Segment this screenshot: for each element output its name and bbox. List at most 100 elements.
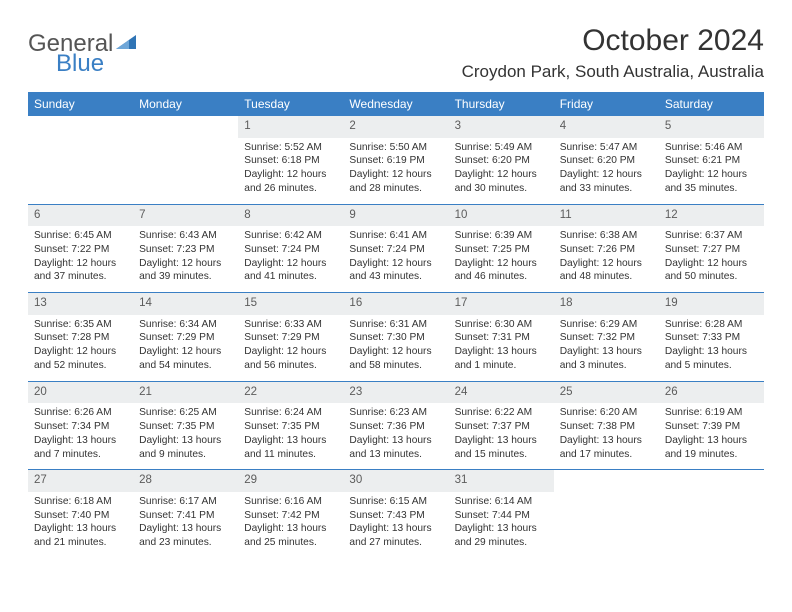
day-number: 18	[554, 293, 659, 315]
daylight-text: Daylight: 13 hours and 11 minutes.	[244, 434, 337, 462]
sunset-text: Sunset: 7:31 PM	[455, 331, 548, 345]
calendar-day-cell: 24Sunrise: 6:22 AMSunset: 7:37 PMDayligh…	[449, 381, 554, 470]
day-number: 25	[554, 382, 659, 404]
daylight-text: Daylight: 13 hours and 27 minutes.	[349, 522, 442, 550]
calendar-day-cell: 5 Sunrise: 5:46 AMSunset: 6:21 PMDaylight…	[659, 116, 764, 204]
daylight-text: Daylight: 12 hours and 46 minutes.	[455, 257, 548, 285]
sunrise-text: Sunrise: 6:35 AM	[34, 318, 127, 332]
day-number: 19	[659, 293, 764, 315]
sunrise-text: Sunrise: 5:47 AM	[560, 141, 653, 155]
sunrise-text: Sunrise: 6:33 AM	[244, 318, 337, 332]
calendar-day-cell: ..	[28, 116, 133, 204]
sunset-text: Sunset: 6:18 PM	[244, 154, 337, 168]
calendar-week-row: 13 Sunrise: 6:35 AMSunset: 7:28 PMDayligh…	[28, 293, 764, 382]
page-header: General October 2024 Croydon Park, South…	[28, 24, 764, 82]
calendar-day-cell: 9Sunrise: 6:41 AMSunset: 7:24 PMDaylight…	[343, 204, 448, 293]
sunset-text: Sunset: 7:22 PM	[34, 243, 127, 257]
daylight-text: Daylight: 12 hours and 41 minutes.	[244, 257, 337, 285]
day-number: 12	[659, 205, 764, 227]
daylight-text: Daylight: 12 hours and 39 minutes.	[139, 257, 232, 285]
daylight-text: Daylight: 13 hours and 3 minutes.	[560, 345, 653, 373]
daylight-text: Daylight: 13 hours and 15 minutes.	[455, 434, 548, 462]
day-body: Sunrise: 6:14 AMSunset: 7:44 PMDaylight:…	[449, 495, 554, 552]
day-body: Sunrise: 6:15 AMSunset: 7:43 PMDaylight:…	[343, 495, 448, 552]
day-body: Sunrise: 5:49 AMSunset: 6:20 PMDaylight:…	[449, 141, 554, 198]
location-subtitle: Croydon Park, South Australia, Australia	[462, 62, 764, 82]
sunrise-text: Sunrise: 6:29 AM	[560, 318, 653, 332]
calendar-day-cell: 13 Sunrise: 6:35 AMSunset: 7:28 PMDayligh…	[28, 293, 133, 382]
day-number: 5	[659, 116, 764, 138]
day-body: Sunrise: 6:26 AMSunset: 7:34 PMDaylight:…	[28, 406, 133, 463]
sunrise-text: Sunrise: 6:34 AM	[139, 318, 232, 332]
day-body: Sunrise: 6:18 AMSunset: 7:40 PMDaylight:…	[28, 495, 133, 552]
day-body: Sunrise: 6:23 AMSunset: 7:36 PMDaylight:…	[343, 406, 448, 463]
calendar-day-cell: 2 Sunrise: 5:50 AMSunset: 6:19 PMDaylight…	[343, 116, 448, 204]
weekday-header: Wednesday	[343, 92, 448, 116]
day-body: Sunrise: 6:17 AMSunset: 7:41 PMDaylight:…	[133, 495, 238, 552]
daylight-text: Daylight: 12 hours and 50 minutes.	[665, 257, 758, 285]
day-number: 7	[133, 205, 238, 227]
day-body: Sunrise: 6:16 AMSunset: 7:42 PMDaylight:…	[238, 495, 343, 552]
day-number: 30	[343, 470, 448, 492]
day-body: Sunrise: 6:19 AMSunset: 7:39 PMDaylight:…	[659, 406, 764, 463]
calendar-day-cell: 30 Sunrise: 6:15 AMSunset: 7:43 PMDayligh…	[343, 470, 448, 558]
sunrise-text: Sunrise: 6:25 AM	[139, 406, 232, 420]
daylight-text: Daylight: 13 hours and 29 minutes.	[455, 522, 548, 550]
day-body: Sunrise: 6:22 AMSunset: 7:37 PMDaylight:…	[449, 406, 554, 463]
daylight-text: Daylight: 13 hours and 21 minutes.	[34, 522, 127, 550]
day-number: 9	[343, 205, 448, 227]
day-number: 2	[343, 116, 448, 138]
day-body: Sunrise: 6:28 AMSunset: 7:33 PMDaylight:…	[659, 318, 764, 375]
daylight-text: Daylight: 13 hours and 19 minutes.	[665, 434, 758, 462]
day-number: 14	[133, 293, 238, 315]
sunset-text: Sunset: 7:35 PM	[139, 420, 232, 434]
day-body: Sunrise: 6:33 AMSunset: 7:29 PMDaylight:…	[238, 318, 343, 375]
calendar-day-cell: ..	[659, 470, 764, 558]
day-number: 11	[554, 205, 659, 227]
sunset-text: Sunset: 7:30 PM	[349, 331, 442, 345]
daylight-text: Daylight: 12 hours and 54 minutes.	[139, 345, 232, 373]
daylight-text: Daylight: 13 hours and 9 minutes.	[139, 434, 232, 462]
sunrise-text: Sunrise: 5:49 AM	[455, 141, 548, 155]
day-number: 13	[28, 293, 133, 315]
sunset-text: Sunset: 7:29 PM	[139, 331, 232, 345]
calendar-day-cell: 21Sunrise: 6:25 AMSunset: 7:35 PMDayligh…	[133, 381, 238, 470]
sunset-text: Sunset: 6:20 PM	[455, 154, 548, 168]
sunset-text: Sunset: 6:19 PM	[349, 154, 442, 168]
sunset-text: Sunset: 7:23 PM	[139, 243, 232, 257]
day-body: Sunrise: 5:50 AMSunset: 6:19 PMDaylight:…	[343, 141, 448, 198]
day-number: 16	[343, 293, 448, 315]
sunrise-text: Sunrise: 6:16 AM	[244, 495, 337, 509]
calendar-day-cell: 20Sunrise: 6:26 AMSunset: 7:34 PMDayligh…	[28, 381, 133, 470]
calendar-day-cell: 28Sunrise: 6:17 AMSunset: 7:41 PMDayligh…	[133, 470, 238, 558]
sunrise-text: Sunrise: 6:23 AM	[349, 406, 442, 420]
sunset-text: Sunset: 7:24 PM	[349, 243, 442, 257]
brand-triangle-icon	[115, 30, 137, 58]
title-block: October 2024 Croydon Park, South Austral…	[462, 24, 764, 82]
calendar-day-cell: 11Sunrise: 6:38 AMSunset: 7:26 PMDayligh…	[554, 204, 659, 293]
sunset-text: Sunset: 7:32 PM	[560, 331, 653, 345]
day-body: Sunrise: 6:25 AMSunset: 7:35 PMDaylight:…	[133, 406, 238, 463]
sunset-text: Sunset: 7:41 PM	[139, 509, 232, 523]
calendar-day-cell: 19 Sunrise: 6:28 AMSunset: 7:33 PMDayligh…	[659, 293, 764, 382]
sunset-text: Sunset: 7:29 PM	[244, 331, 337, 345]
weekday-header: Thursday	[449, 92, 554, 116]
day-body: Sunrise: 6:24 AMSunset: 7:35 PMDaylight:…	[238, 406, 343, 463]
daylight-text: Daylight: 12 hours and 28 minutes.	[349, 168, 442, 196]
calendar-day-cell: 7Sunrise: 6:43 AMSunset: 7:23 PMDaylight…	[133, 204, 238, 293]
day-body: Sunrise: 6:34 AMSunset: 7:29 PMDaylight:…	[133, 318, 238, 375]
calendar-day-cell: 6Sunrise: 6:45 AMSunset: 7:22 PMDaylight…	[28, 204, 133, 293]
day-number: 24	[449, 382, 554, 404]
sunrise-text: Sunrise: 6:42 AM	[244, 229, 337, 243]
sunset-text: Sunset: 6:21 PM	[665, 154, 758, 168]
day-body: Sunrise: 6:20 AMSunset: 7:38 PMDaylight:…	[554, 406, 659, 463]
calendar-head: SundayMondayTuesdayWednesdayThursdayFrid…	[28, 92, 764, 116]
calendar-day-cell: 14 Sunrise: 6:34 AMSunset: 7:29 PMDayligh…	[133, 293, 238, 382]
sunrise-text: Sunrise: 6:28 AM	[665, 318, 758, 332]
day-body: Sunrise: 5:46 AMSunset: 6:21 PMDaylight:…	[659, 141, 764, 198]
weekday-header: Saturday	[659, 92, 764, 116]
sunset-text: Sunset: 7:39 PM	[665, 420, 758, 434]
day-body: Sunrise: 6:35 AMSunset: 7:28 PMDaylight:…	[28, 318, 133, 375]
day-body: Sunrise: 5:47 AMSunset: 6:20 PMDaylight:…	[554, 141, 659, 198]
daylight-text: Daylight: 12 hours and 48 minutes.	[560, 257, 653, 285]
